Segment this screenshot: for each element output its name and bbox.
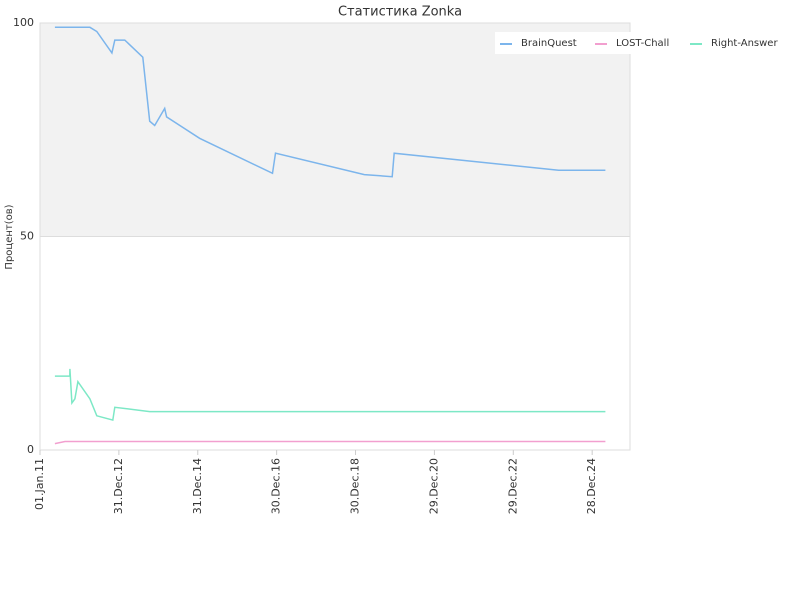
series-line: [54, 440, 606, 445]
y-tick-label: 0: [27, 443, 34, 456]
legend-box: [495, 32, 785, 54]
y-tick-label: 50: [20, 230, 34, 243]
x-tick-label: 31.Dec.14: [191, 458, 204, 514]
plot-band: [40, 23, 630, 237]
x-tick-label: 29.Dec.22: [506, 458, 519, 514]
legend-label: Right-Answer: [711, 38, 778, 49]
x-tick-label: 30.Dec.16: [270, 458, 283, 514]
y-tick-label: 100: [13, 16, 34, 29]
x-tick-label: 28.Dec.24: [585, 458, 598, 514]
legend-label: LOST-Chall: [616, 38, 669, 49]
x-tick-label: 31.Dec.12: [112, 458, 125, 514]
y-axis-label: Процент(ов): [4, 204, 15, 269]
x-tick-label: 29.Dec.20: [427, 458, 440, 514]
legend: BrainQuest LOST-Chall Right-Answer: [495, 32, 785, 54]
x-tick-label: 01.Jan.11: [33, 458, 46, 510]
x-tick-label: 30.Dec.18: [349, 458, 362, 514]
series-line: [54, 368, 606, 422]
series-line: [54, 26, 606, 178]
chart-title: Статистика Zonka: [338, 5, 462, 20]
legend-label: BrainQuest: [521, 38, 577, 49]
